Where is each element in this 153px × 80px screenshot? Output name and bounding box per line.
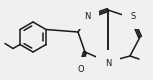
Text: N: N bbox=[105, 58, 111, 68]
Text: S: S bbox=[130, 12, 136, 20]
Text: N: N bbox=[84, 12, 90, 20]
Text: O: O bbox=[78, 66, 84, 74]
